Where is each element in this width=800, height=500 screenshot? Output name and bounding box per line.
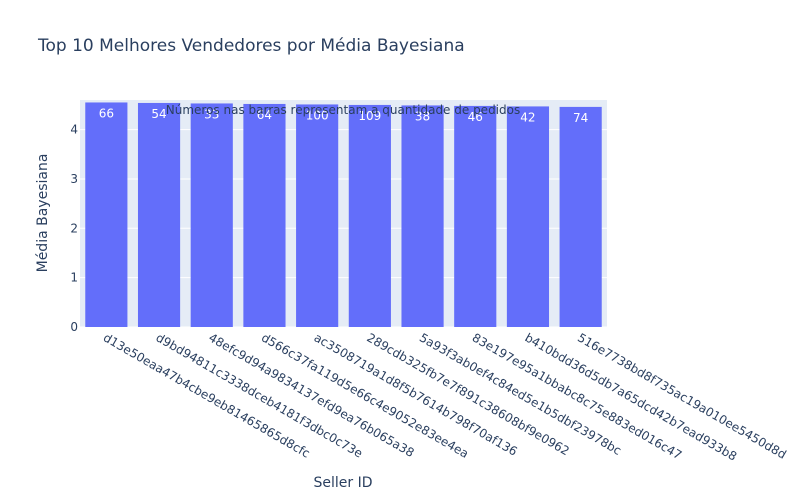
x-axis-title: Seller ID: [313, 475, 372, 491]
bar-value-label: 33: [204, 107, 219, 121]
x-tick-labels: d13e50eaa47b4cbe9eb81465865d8cfcd9bd9481…: [101, 330, 789, 463]
bar-value-label: 54: [151, 107, 166, 121]
y-tick-label: 3: [70, 172, 78, 186]
bar: [243, 103, 286, 328]
y-tick-labels: 0 1 2 3 4: [70, 123, 78, 334]
y-tick-label: 2: [70, 221, 78, 235]
bar-value-label: 46: [468, 110, 483, 124]
bar-value-label: 38: [415, 109, 430, 123]
bars: [85, 102, 602, 328]
bar-value-label: 109: [358, 109, 381, 123]
bar: [296, 104, 339, 327]
y-axis-title: Média Bayesiana: [35, 154, 51, 273]
bar: [506, 106, 550, 327]
bar-labels: 66 54 33 64 100 109 38 46 42 74: [99, 106, 589, 124]
bar-value-label: 74: [573, 111, 588, 125]
chart-annotation: Números nas barras representam a quantid…: [166, 103, 520, 117]
bar: [85, 102, 128, 327]
bar: [401, 105, 444, 328]
bar: [348, 104, 391, 327]
bar: [137, 102, 181, 327]
y-tick-label: 0: [70, 320, 78, 334]
bar-value-label: 100: [306, 108, 329, 122]
bar: [190, 103, 233, 327]
bar: [559, 106, 602, 328]
y-tick-label: 4: [70, 123, 78, 137]
bar-value-label: 64: [257, 108, 272, 122]
bar-value-label: 42: [520, 110, 535, 124]
bar: [454, 105, 497, 327]
chart-title: Top 10 Melhores Vendedores por Média Bay…: [37, 36, 465, 56]
y-tick-label: 1: [70, 271, 78, 285]
bar-value-label: 66: [99, 106, 114, 120]
